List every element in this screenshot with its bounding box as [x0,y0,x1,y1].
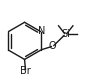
Text: Si: Si [61,29,70,39]
Text: Br: Br [20,66,31,76]
Text: N: N [38,26,45,36]
Text: O: O [49,41,57,51]
